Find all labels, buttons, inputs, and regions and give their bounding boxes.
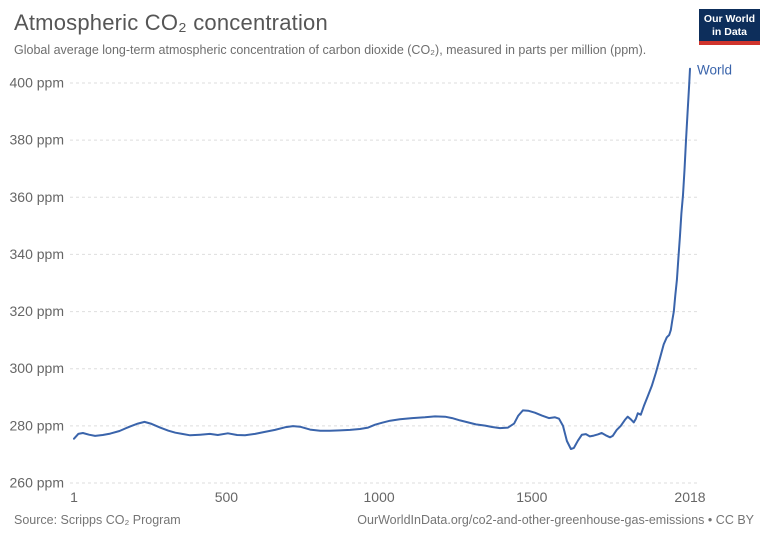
footer-separator: • (707, 513, 713, 527)
chart-title: Atmospheric CO₂ concentration (14, 10, 328, 35)
owid-logo[interactable]: Our World in Data (699, 9, 760, 45)
source-text: Source: Scripps CO₂ Program (14, 513, 181, 527)
world-series-label: World (697, 63, 732, 78)
owid-logo-line2: in Data (711, 25, 747, 38)
x-tick-label-1000: 1000 (364, 489, 395, 505)
x-tick-label-1500: 1500 (516, 489, 547, 505)
canonical-url-link[interactable]: OurWorldInData.org/co2-and-other-greenho… (357, 513, 705, 527)
chart-subtitle: Global average long-term atmospheric con… (14, 43, 647, 57)
chart-footer: Source: Scripps CO₂ Program OurWorldInDa… (14, 513, 754, 527)
footer-right: OurWorldInData.org/co2-and-other-greenho… (357, 513, 754, 527)
chart-header: Atmospheric CO₂ concentration Global ave… (14, 10, 674, 57)
y-tick-label-360: 360 ppm (10, 189, 64, 205)
y-tick-label-280: 280 ppm (10, 417, 64, 433)
x-tick-label-500: 500 (215, 489, 239, 505)
y-tick-label-380: 380 ppm (10, 132, 64, 148)
y-tick-label-340: 340 ppm (10, 246, 64, 262)
y-tick-label-300: 300 ppm (10, 360, 64, 376)
x-tick-label-1: 1 (70, 489, 78, 505)
world-series-line[interactable] (73, 67, 691, 450)
y-tick-label-320: 320 ppm (10, 303, 64, 319)
x-tick-label-2018: 2018 (674, 489, 705, 505)
license-label: CC BY (715, 513, 754, 527)
y-tick-label-400: 400 ppm (10, 75, 64, 91)
owid-logo-line1: Our World (703, 13, 756, 25)
y-tick-label-260: 260 ppm (10, 475, 64, 491)
